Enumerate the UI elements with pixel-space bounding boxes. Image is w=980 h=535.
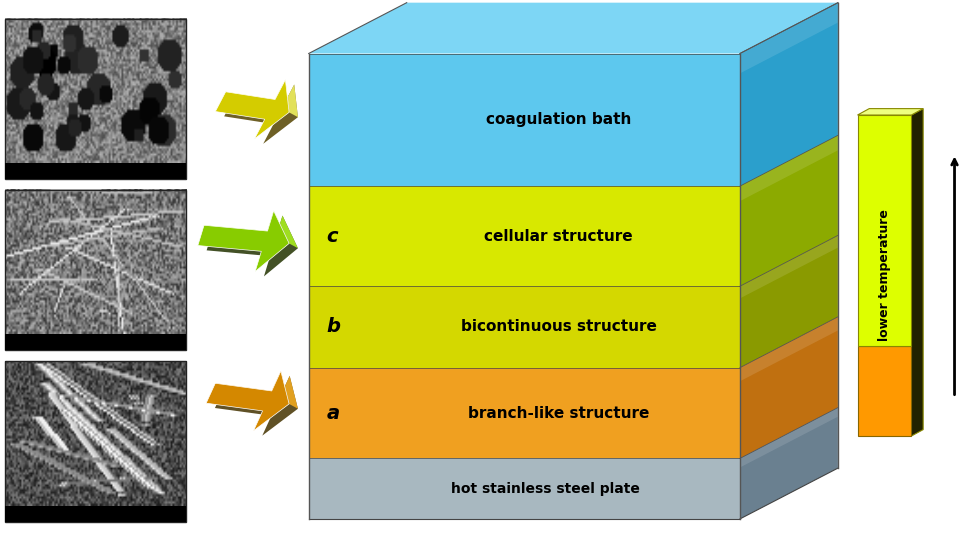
- Polygon shape: [740, 317, 838, 458]
- Text: lower temperature: lower temperature: [878, 210, 891, 341]
- Polygon shape: [309, 368, 740, 458]
- Bar: [5, 163, 186, 179]
- Bar: [5, 334, 186, 350]
- Text: branch-like structure: branch-like structure: [468, 406, 650, 421]
- Bar: [5, 361, 186, 522]
- Polygon shape: [216, 80, 289, 139]
- Text: bicontinuous structure: bicontinuous structure: [461, 319, 657, 334]
- Polygon shape: [207, 216, 298, 277]
- Polygon shape: [740, 135, 838, 201]
- Polygon shape: [740, 317, 838, 381]
- Polygon shape: [911, 109, 923, 436]
- Polygon shape: [740, 408, 838, 468]
- Polygon shape: [224, 85, 298, 144]
- Polygon shape: [215, 376, 298, 435]
- Polygon shape: [740, 408, 838, 519]
- Polygon shape: [216, 371, 298, 409]
- Polygon shape: [858, 109, 923, 115]
- Text: a: a: [326, 403, 339, 423]
- Bar: [5, 19, 186, 179]
- Polygon shape: [740, 135, 838, 286]
- Polygon shape: [309, 3, 838, 54]
- Bar: [5, 190, 186, 350]
- Polygon shape: [740, 235, 838, 299]
- Polygon shape: [740, 3, 838, 186]
- Bar: [5, 506, 186, 522]
- Polygon shape: [198, 211, 289, 272]
- Polygon shape: [858, 346, 911, 436]
- Polygon shape: [309, 458, 740, 519]
- Text: hot stainless steel plate: hot stainless steel plate: [452, 482, 640, 496]
- Polygon shape: [740, 3, 838, 73]
- Text: cellular structure: cellular structure: [484, 228, 633, 243]
- Polygon shape: [309, 286, 740, 368]
- Text: b: b: [326, 317, 340, 337]
- Polygon shape: [206, 371, 289, 431]
- Polygon shape: [309, 186, 740, 286]
- Polygon shape: [225, 80, 298, 117]
- Text: coagulation bath: coagulation bath: [486, 112, 631, 127]
- Text: c: c: [326, 227, 338, 246]
- Polygon shape: [858, 115, 911, 346]
- Polygon shape: [740, 235, 838, 368]
- Polygon shape: [309, 54, 740, 186]
- Polygon shape: [204, 211, 298, 248]
